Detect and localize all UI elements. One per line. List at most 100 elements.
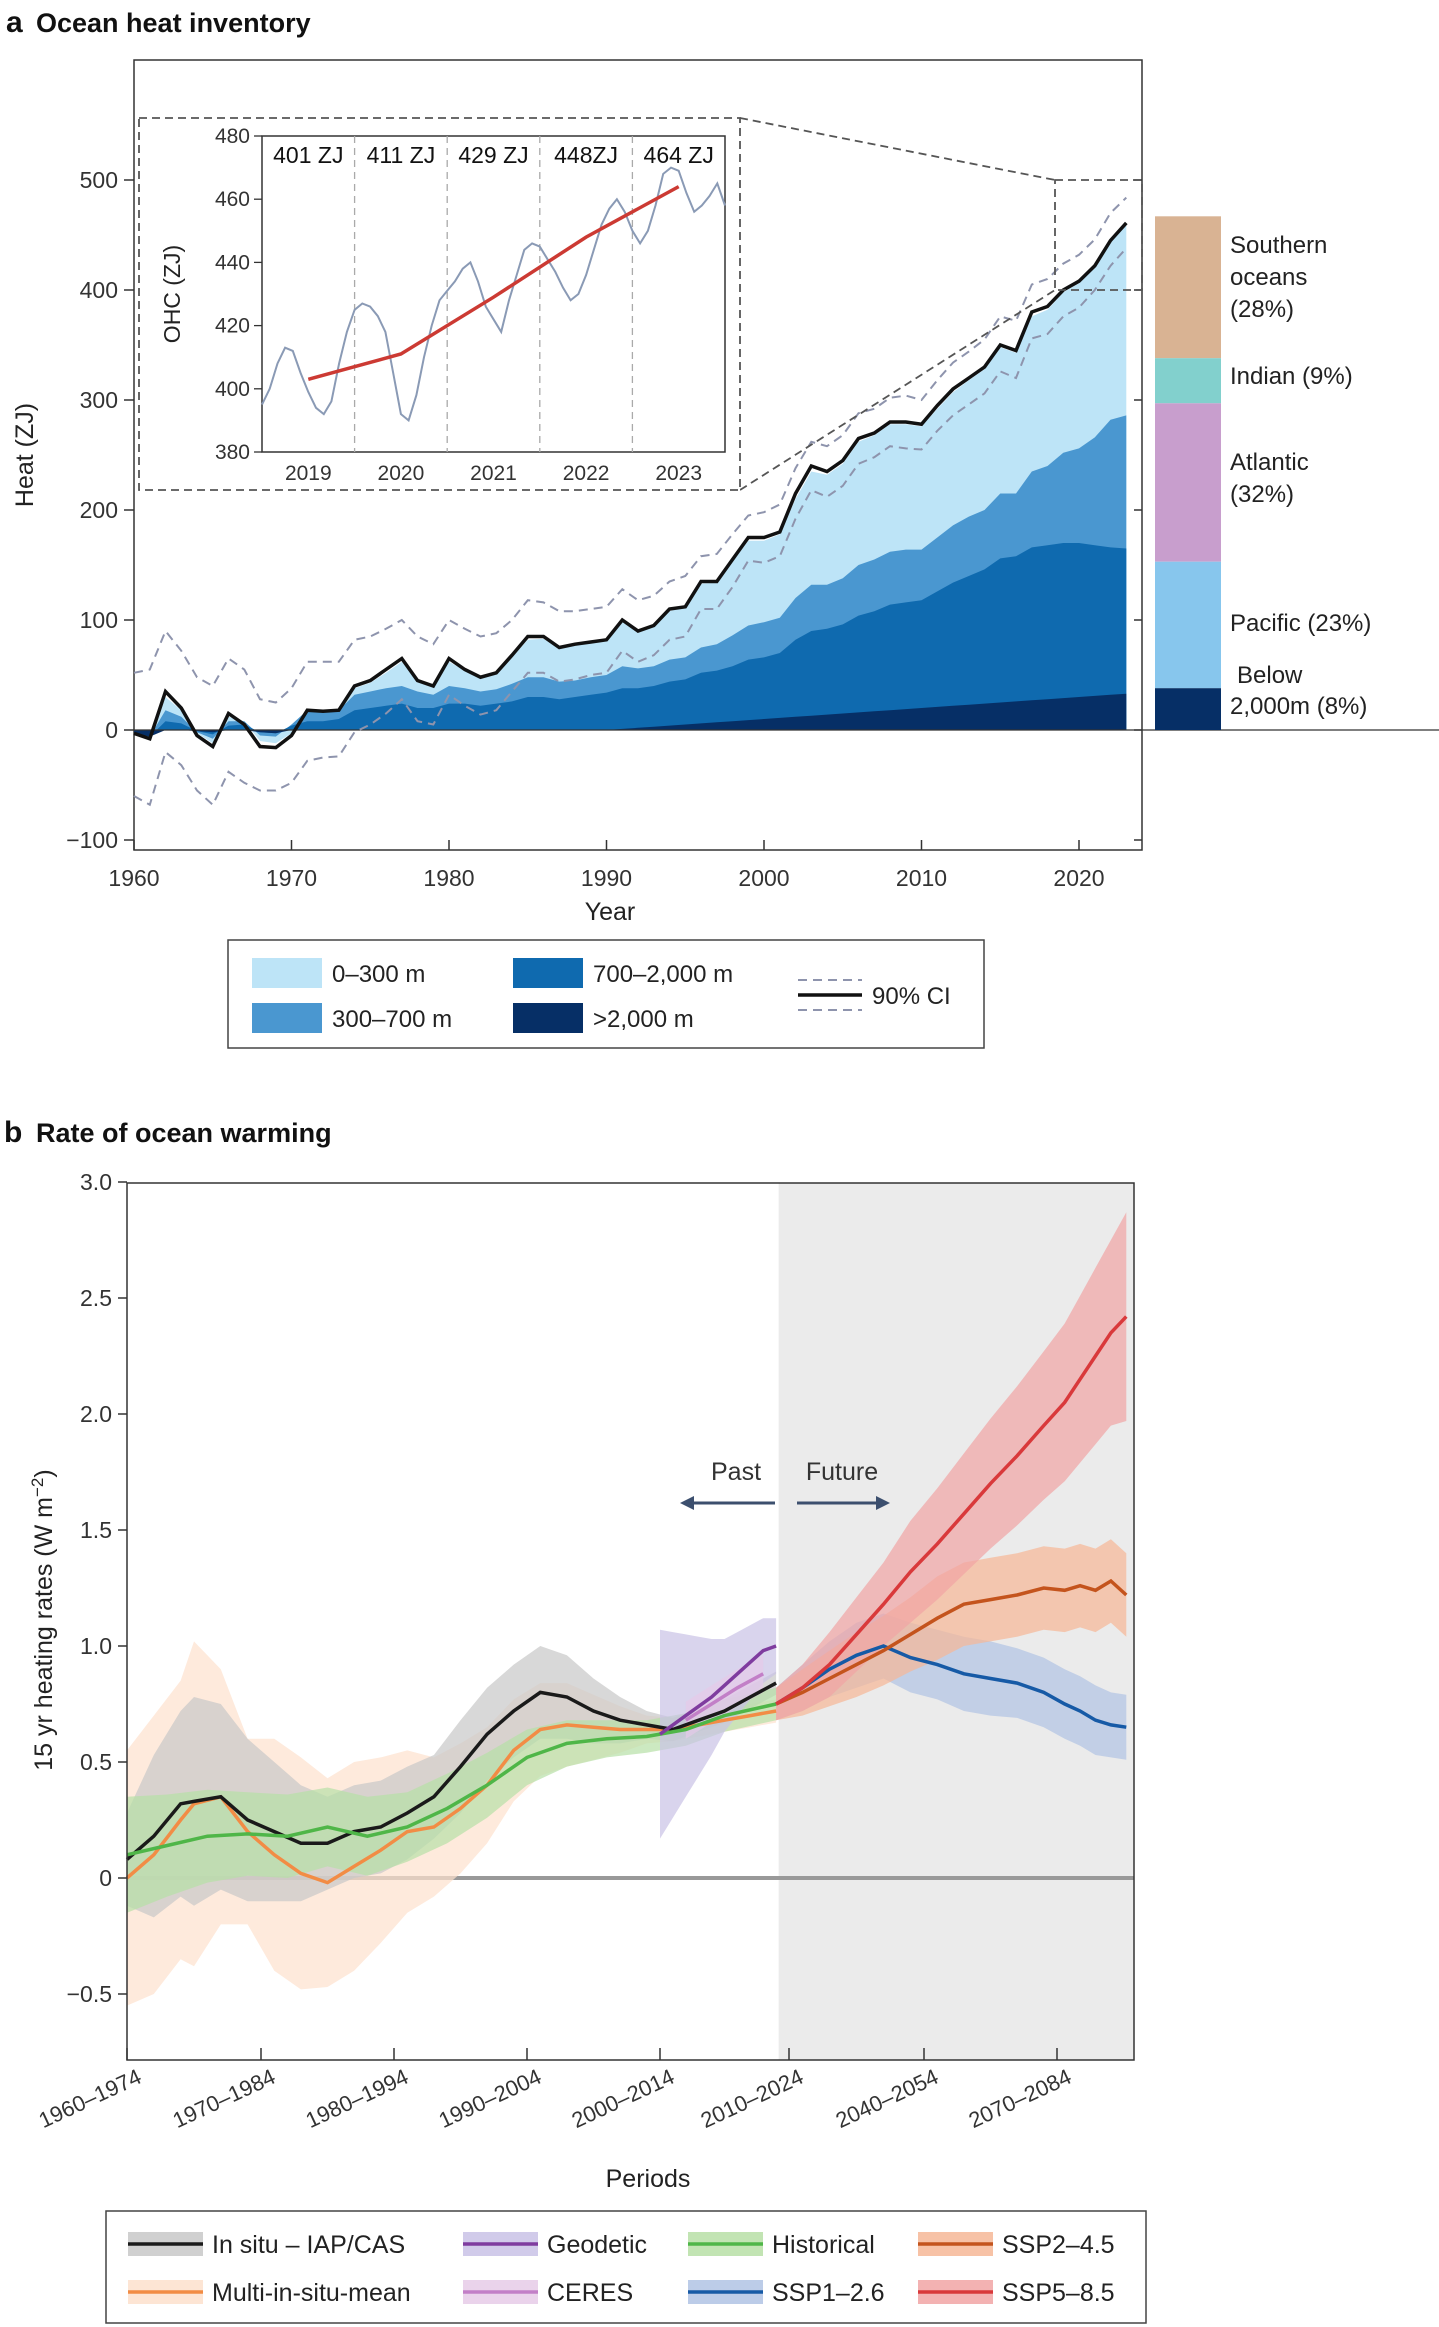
inset-x-tick-label: 2020	[378, 462, 425, 485]
area--2-000-m	[134, 693, 1127, 737]
x-tick-label-a: 1970	[266, 865, 317, 891]
y-tick-label-b: 1.0	[80, 1633, 112, 1659]
y-tick-label-b: 1.5	[80, 1517, 112, 1543]
panel-a-chart: −100 0 100 200 300 400 500 1960 1970 1980 1990 2000…	[11, 59, 1439, 1049]
y-tick-label-a: −100	[66, 827, 118, 853]
panel-b-chart: −0.5 0 0.5 1.0 1.5 2.0 2.5 3.0 1960–1974 1970–198…	[28, 1169, 1147, 2324]
inset-year-total: 429 ZJ	[458, 142, 528, 168]
inset-year-total: 401 ZJ	[273, 142, 343, 168]
y-tick-label-b: 0.5	[80, 1749, 112, 1775]
y-tick-label-b: −0.5	[67, 1981, 112, 2007]
line-ssp5-8-5	[775, 1315, 1128, 1706]
legend-a-label: 300–700 m	[332, 1006, 452, 1033]
past-arrow-head	[680, 1496, 694, 1510]
y-tick-label-a: 300	[80, 387, 118, 413]
x-tick-label-a: 1960	[108, 865, 159, 891]
legend-b-label: SSP2–4.5	[1002, 2231, 1115, 2259]
y-axis-label-b-text: 15 yr heating rates (W m	[30, 1497, 58, 1771]
inset-trend-line	[307, 185, 680, 381]
legend-a-label: 0–300 m	[332, 961, 425, 988]
x-tick-label-b: 2070–2084	[965, 2064, 1075, 2133]
plot-frame-b	[126, 1182, 1135, 2061]
future-arrow-head	[876, 1496, 890, 1510]
legend-a-swatch	[513, 1003, 583, 1033]
y-tick-label-a: 200	[80, 497, 118, 523]
zoom-box	[1054, 179, 1143, 291]
ci-lower-line	[133, 247, 1128, 807]
total-heat-line	[133, 221, 1128, 750]
basin-label-southern: Southern	[1230, 232, 1327, 259]
x-tick-label-b: 2000–2014	[568, 2064, 678, 2133]
basin-label-indian: Indian (9%)	[1230, 363, 1353, 390]
line-geodetic	[658, 1644, 777, 1736]
band-ssp5-8-5	[776, 1212, 1127, 1721]
legend-b-label: In situ – IAP/CAS	[212, 2231, 405, 2259]
inset-y-tick-label: 440	[215, 251, 250, 274]
ci-upper-line	[133, 196, 1127, 704]
basin-label-atlantic: Atlantic	[1230, 449, 1309, 476]
basin-label-atlantic-2: (32%)	[1230, 481, 1294, 508]
area-700-2-000-m	[134, 543, 1127, 737]
inset-year-total: 464 ZJ	[644, 142, 714, 168]
x-tick-label-a: 2010	[896, 865, 947, 891]
x-tick-label-a: 2000	[738, 865, 789, 891]
band-historical	[127, 1687, 777, 1913]
basin-bar-segment	[1155, 403, 1221, 562]
inset-y-tick-label: 460	[215, 188, 250, 211]
basin-label-southern-2: oceans	[1230, 264, 1307, 291]
inset-x-tick-label: 2022	[563, 462, 610, 485]
y-axis-label-b-end: )	[30, 1469, 58, 1477]
legend-a-swatch	[252, 958, 322, 988]
inset-year-total: 411 ZJ	[367, 142, 436, 168]
x-tick-label-b: 2010–2024	[697, 2064, 807, 2133]
legend-b-label: SSP5–8.5	[1002, 2279, 1115, 2307]
y-axis-label-b-sup: −2	[28, 1478, 47, 1497]
inset-monthly-line	[261, 166, 726, 423]
y-tick-label-b: 2.5	[80, 1285, 112, 1311]
x-tick-label-a: 1980	[423, 865, 474, 891]
inset-y-tick-label: 400	[215, 378, 250, 401]
basin-label-below: Below	[1237, 662, 1303, 689]
x-tick-label-b: 1990–2004	[435, 2064, 545, 2133]
basin-label-below-2: 2,000m (8%)	[1230, 693, 1367, 720]
y-tick-label-a: 100	[80, 607, 118, 633]
legend-b-label: Multi-in-situ-mean	[212, 2279, 411, 2307]
basin-bar-segment	[1155, 358, 1221, 404]
inset-axes	[261, 135, 726, 453]
panel-a-title: Ocean heat inventory	[36, 8, 311, 38]
y-tick-label-b: 3.0	[80, 1169, 112, 1195]
y-tick-label-a: 400	[80, 277, 118, 303]
past-label: Past	[711, 1458, 761, 1486]
inset-y-axis-label: OHC (ZJ)	[159, 245, 185, 343]
line-ssp1-2-6	[775, 1644, 1127, 1729]
y-axis-label-a: Heat (ZJ)	[11, 403, 39, 507]
inset-y-tick-label: 420	[215, 315, 250, 338]
panel-b-letter: b	[4, 1116, 22, 1149]
line-ceres	[684, 1672, 765, 1722]
inset-y-tick-label: 480	[215, 125, 250, 148]
legend-a-label: >2,000 m	[593, 1006, 694, 1033]
x-tick-label-b: 1960–1974	[35, 2064, 145, 2133]
basin-bar-segment	[1155, 688, 1221, 730]
legend-a-swatch	[252, 1003, 322, 1033]
legend-a-label: 700–2,000 m	[593, 961, 733, 988]
inset-x-tick-label: 2021	[470, 462, 517, 485]
zoom-connector-bottom	[739, 289, 1056, 491]
x-tick-label-a: 2020	[1053, 865, 1104, 891]
legend-b-label: CERES	[547, 2279, 633, 2307]
legend-b-frame	[105, 2210, 1147, 2324]
line-historical	[126, 1702, 777, 1857]
panel-a-letter: a	[6, 6, 23, 39]
basin-bar-segment	[1155, 561, 1221, 689]
band-ssp2-4-5	[776, 1539, 1127, 1721]
legend-b-label: SSP1–2.6	[772, 2279, 885, 2307]
panel-b-title: Rate of ocean warming	[36, 1118, 332, 1148]
x-tick-label-b: 1980–1994	[302, 2064, 412, 2133]
future-label: Future	[806, 1458, 878, 1486]
y-tick-label-a: 0	[105, 717, 118, 743]
x-tick-label-b: 1970–1984	[169, 2064, 279, 2133]
inset-x-tick-label: 2023	[655, 462, 702, 485]
line-ssp2-4-5	[775, 1578, 1128, 1706]
inset-x-tick-label: 2019	[285, 462, 332, 485]
basin-label-pacific: Pacific (23%)	[1230, 610, 1371, 637]
